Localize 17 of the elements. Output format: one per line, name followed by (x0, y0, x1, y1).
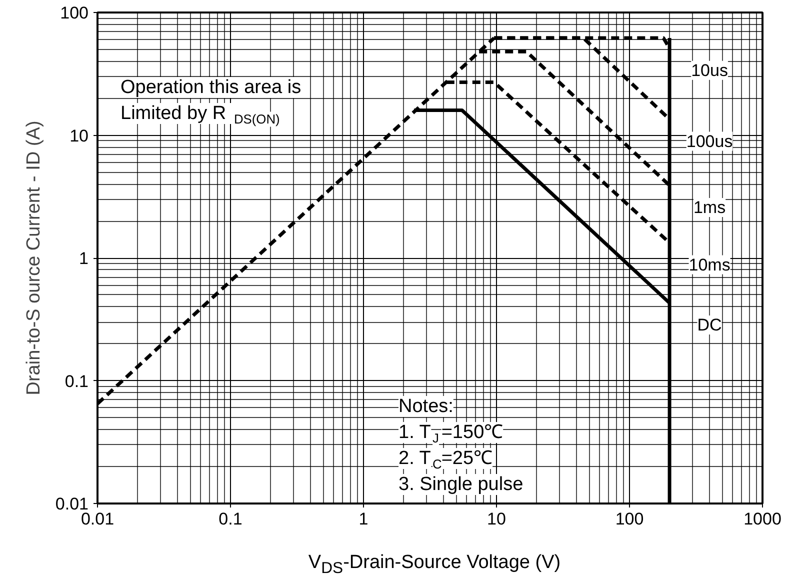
series-label: DC (697, 315, 722, 334)
x-tick-label: 10 (487, 510, 506, 528)
x-tick-label: 100 (615, 510, 644, 528)
x-tick-label: 1000 (744, 510, 782, 528)
series-label: 10ms (688, 255, 730, 274)
y-tick-label: 1 (79, 249, 89, 268)
series-label: 10us (691, 60, 728, 80)
x-tick-label: 0.1 (218, 510, 242, 528)
x-axis-title: V$_{DS}$-Drain-Source Voltage (V) (308, 551, 561, 579)
y-tick-label: 100 (60, 4, 89, 22)
series-label: 100us (686, 132, 733, 151)
series-label: 1ms (693, 198, 726, 217)
y-tick-label: 10 (70, 126, 89, 146)
x-tick-label: 1 (358, 510, 368, 528)
y-tick-label: 0.1 (64, 372, 89, 391)
y-tick-label: 0.01 (55, 494, 89, 514)
y-axis-title: Drain-to-S ource Current - ID (A) (23, 120, 44, 396)
